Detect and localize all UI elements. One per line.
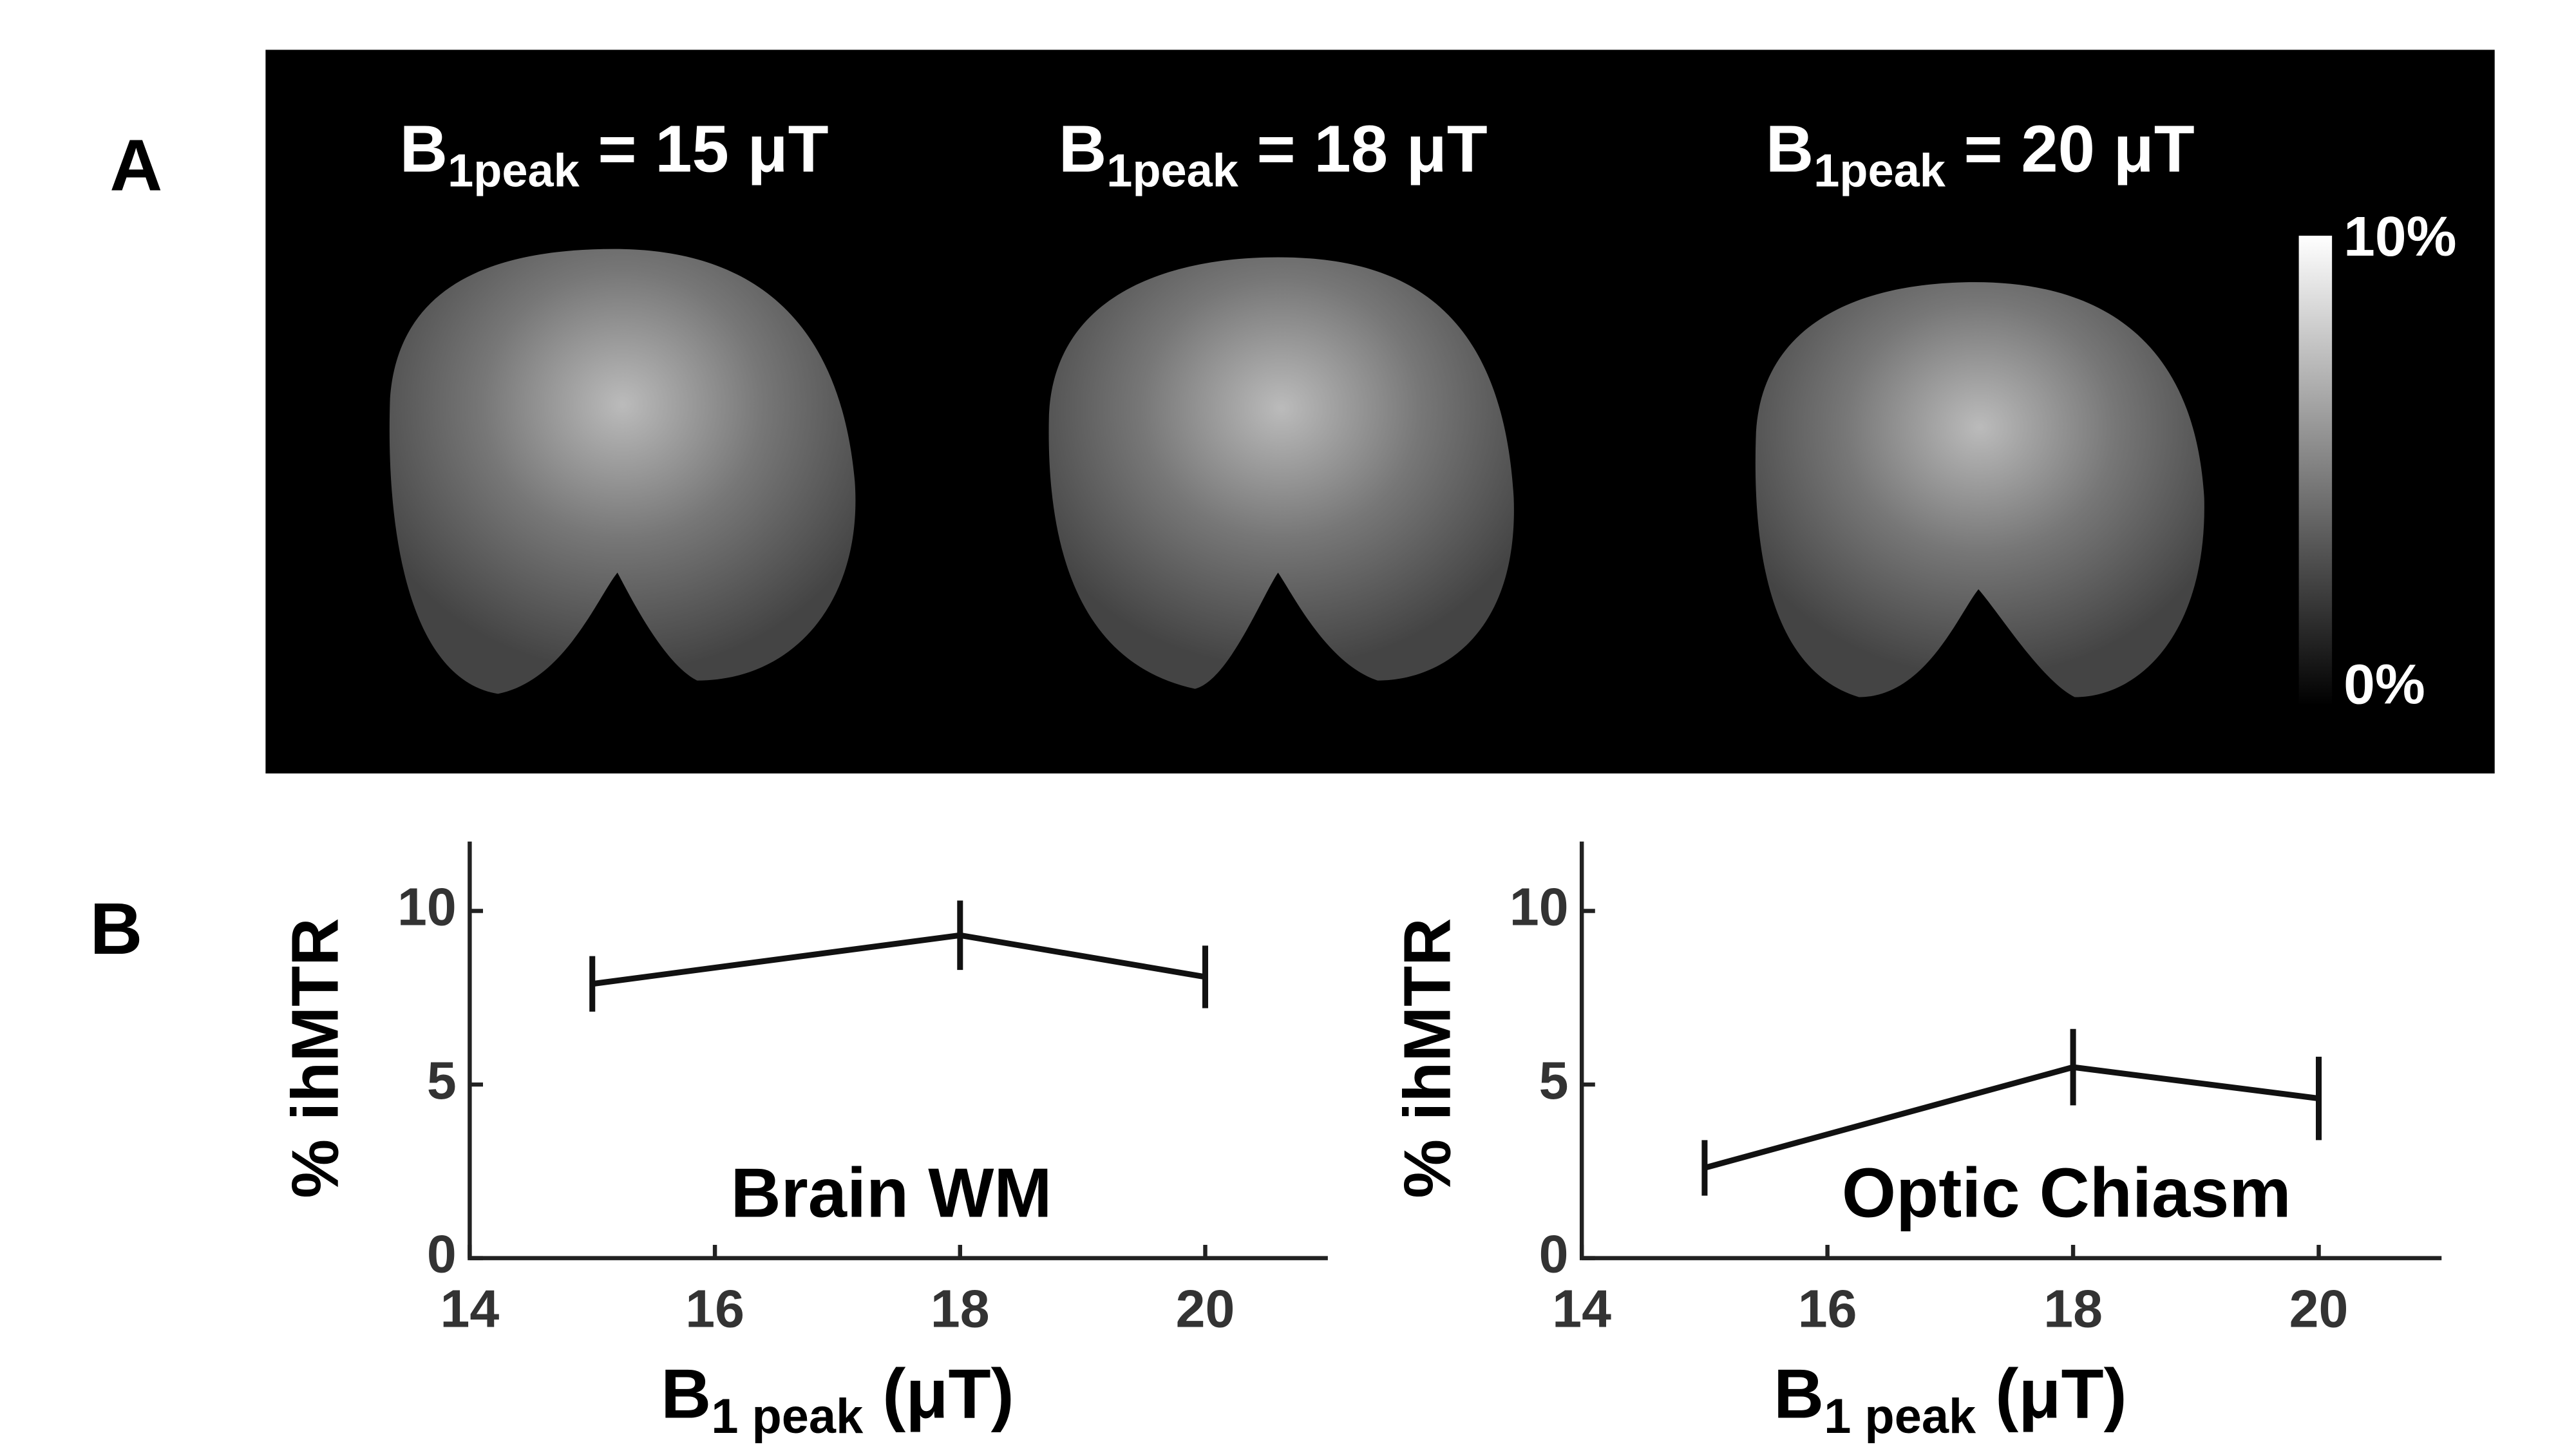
annotation: Brain WM [730, 1153, 1052, 1231]
label-sub: 1peak [1106, 146, 1238, 197]
label-rest: (μT) [1976, 1354, 2127, 1432]
x-tick-label: 16 [1798, 1279, 1857, 1338]
label: B1 peak (μT) [661, 1354, 1014, 1444]
y-tick-label: 0 [1539, 1224, 1569, 1283]
colorbar-label: 0% [2344, 653, 2425, 716]
x-tick-label: 14 [1552, 1279, 1611, 1338]
brain-images [389, 249, 2204, 697]
panel-label: A [109, 124, 162, 206]
label-base: B [661, 1354, 711, 1432]
label: B1 peak (μT) [1774, 1354, 2127, 1444]
label-rest: = 20 μT [1946, 112, 2195, 186]
x-tick-label: 14 [440, 1279, 500, 1338]
y-axis-label: % ihMTR [1390, 918, 1464, 1198]
x-tick-label: 18 [2043, 1279, 2103, 1338]
y-tick-label: 10 [1510, 877, 1569, 936]
y-tick-label: 5 [1539, 1051, 1569, 1110]
brain-slice [1048, 257, 1514, 689]
data-line [592, 932, 1206, 987]
colorbar-label: 10% [2344, 205, 2456, 268]
label: B1peak = 15 μT [400, 112, 829, 197]
colorbar [2298, 235, 2333, 706]
label-rest: = 15 μT [580, 112, 829, 186]
label-sub: 1 peak [1824, 1389, 1976, 1444]
label-sub: 1peak [1814, 146, 1946, 197]
x-tick-label: 20 [2289, 1279, 2349, 1338]
label-base: B [1774, 1354, 1824, 1432]
annotation: Optic Chiasm [1842, 1153, 2291, 1231]
label: B1peak = 20 μT [1766, 112, 2195, 197]
label-base: B [1059, 112, 1106, 186]
x-tick-label: 16 [685, 1279, 744, 1338]
x-tick-label: 20 [1176, 1279, 1235, 1338]
y-tick-label: 5 [427, 1051, 457, 1110]
y-axis-label: % ihMTR [278, 918, 352, 1198]
label-sub: 1 peak [711, 1389, 864, 1444]
label-rest: = 18 μT [1238, 112, 1488, 186]
x-tick-label: 18 [931, 1279, 990, 1338]
label-base: B [400, 112, 448, 186]
data-line [1703, 1064, 2320, 1171]
y-tick-label: 10 [397, 877, 457, 936]
brain-slice [1755, 282, 2204, 697]
panel-label: B [90, 888, 142, 970]
label-rest: (μT) [863, 1354, 1014, 1432]
label: B1peak = 18 μT [1059, 112, 1488, 197]
brain-slice [389, 249, 856, 694]
y-tick-label: 0 [427, 1224, 457, 1283]
label-base: B [1766, 112, 1814, 186]
label-sub: 1peak [448, 146, 580, 197]
